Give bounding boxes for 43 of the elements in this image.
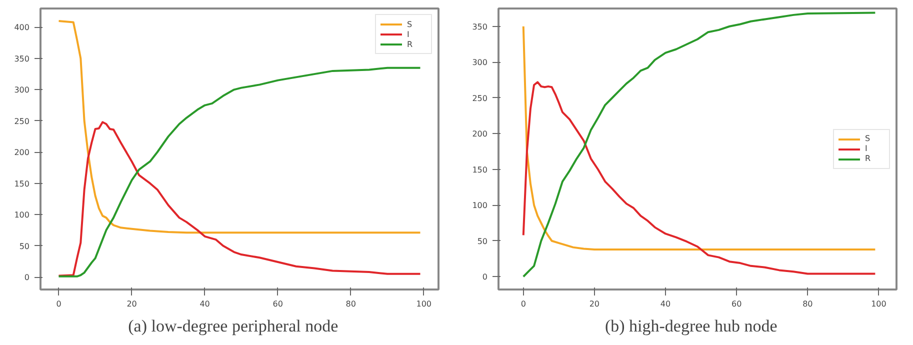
y-tick-label: 200 [14,148,30,158]
x-tick-label: 0 [520,300,526,308]
x-tick-label: 100 [871,300,886,308]
y-tick-label: 50 [19,242,30,251]
x-tick-label: 100 [416,300,432,308]
text: (a) low-degree peripheral node [128,316,338,336]
text: (b) high-degree hub node [604,316,778,336]
legend-label: I [407,29,410,39]
line-series [58,20,422,234]
x-tick-label: 20 [589,300,600,308]
y-tick-label: 150 [14,179,30,188]
y-tick-label: 350 [472,22,488,32]
legend-label: I [865,144,868,154]
y-tick-label: 400 [14,23,30,32]
x-tick-label: 20 [126,300,137,308]
y-tick-label: 0 [482,272,488,282]
y-tick-label: 150 [472,165,488,174]
x-tick-label: 40 [200,300,210,308]
x-tick-label: 0 [56,300,62,308]
line-series [58,66,422,278]
line-series [522,25,876,250]
line-series [522,81,876,275]
y-tick-label: 250 [472,94,488,103]
legend-label: R [407,39,414,49]
y-tick-label: 300 [14,86,30,95]
y-tick-label: 0 [24,273,30,282]
x-tick-label: 80 [346,300,356,308]
y-tick-label: 100 [14,210,30,220]
legend-label: S [865,134,872,144]
x-tick-label: 60 [272,300,283,308]
y-tick-label: 300 [472,58,488,68]
legend-label: R [865,154,872,164]
y-tick-label: 100 [472,201,488,210]
line-series [522,12,876,278]
x-tick-label: 60 [732,300,742,308]
x-tick-label: 80 [802,300,813,308]
y-tick-label: 200 [472,130,488,139]
legend-label: S [407,19,414,29]
x-tick-label: 40 [660,300,671,308]
y-tick-label: 50 [477,236,488,246]
line-series [58,121,422,277]
y-tick-label: 350 [14,54,30,64]
y-tick-label: 250 [14,116,30,126]
